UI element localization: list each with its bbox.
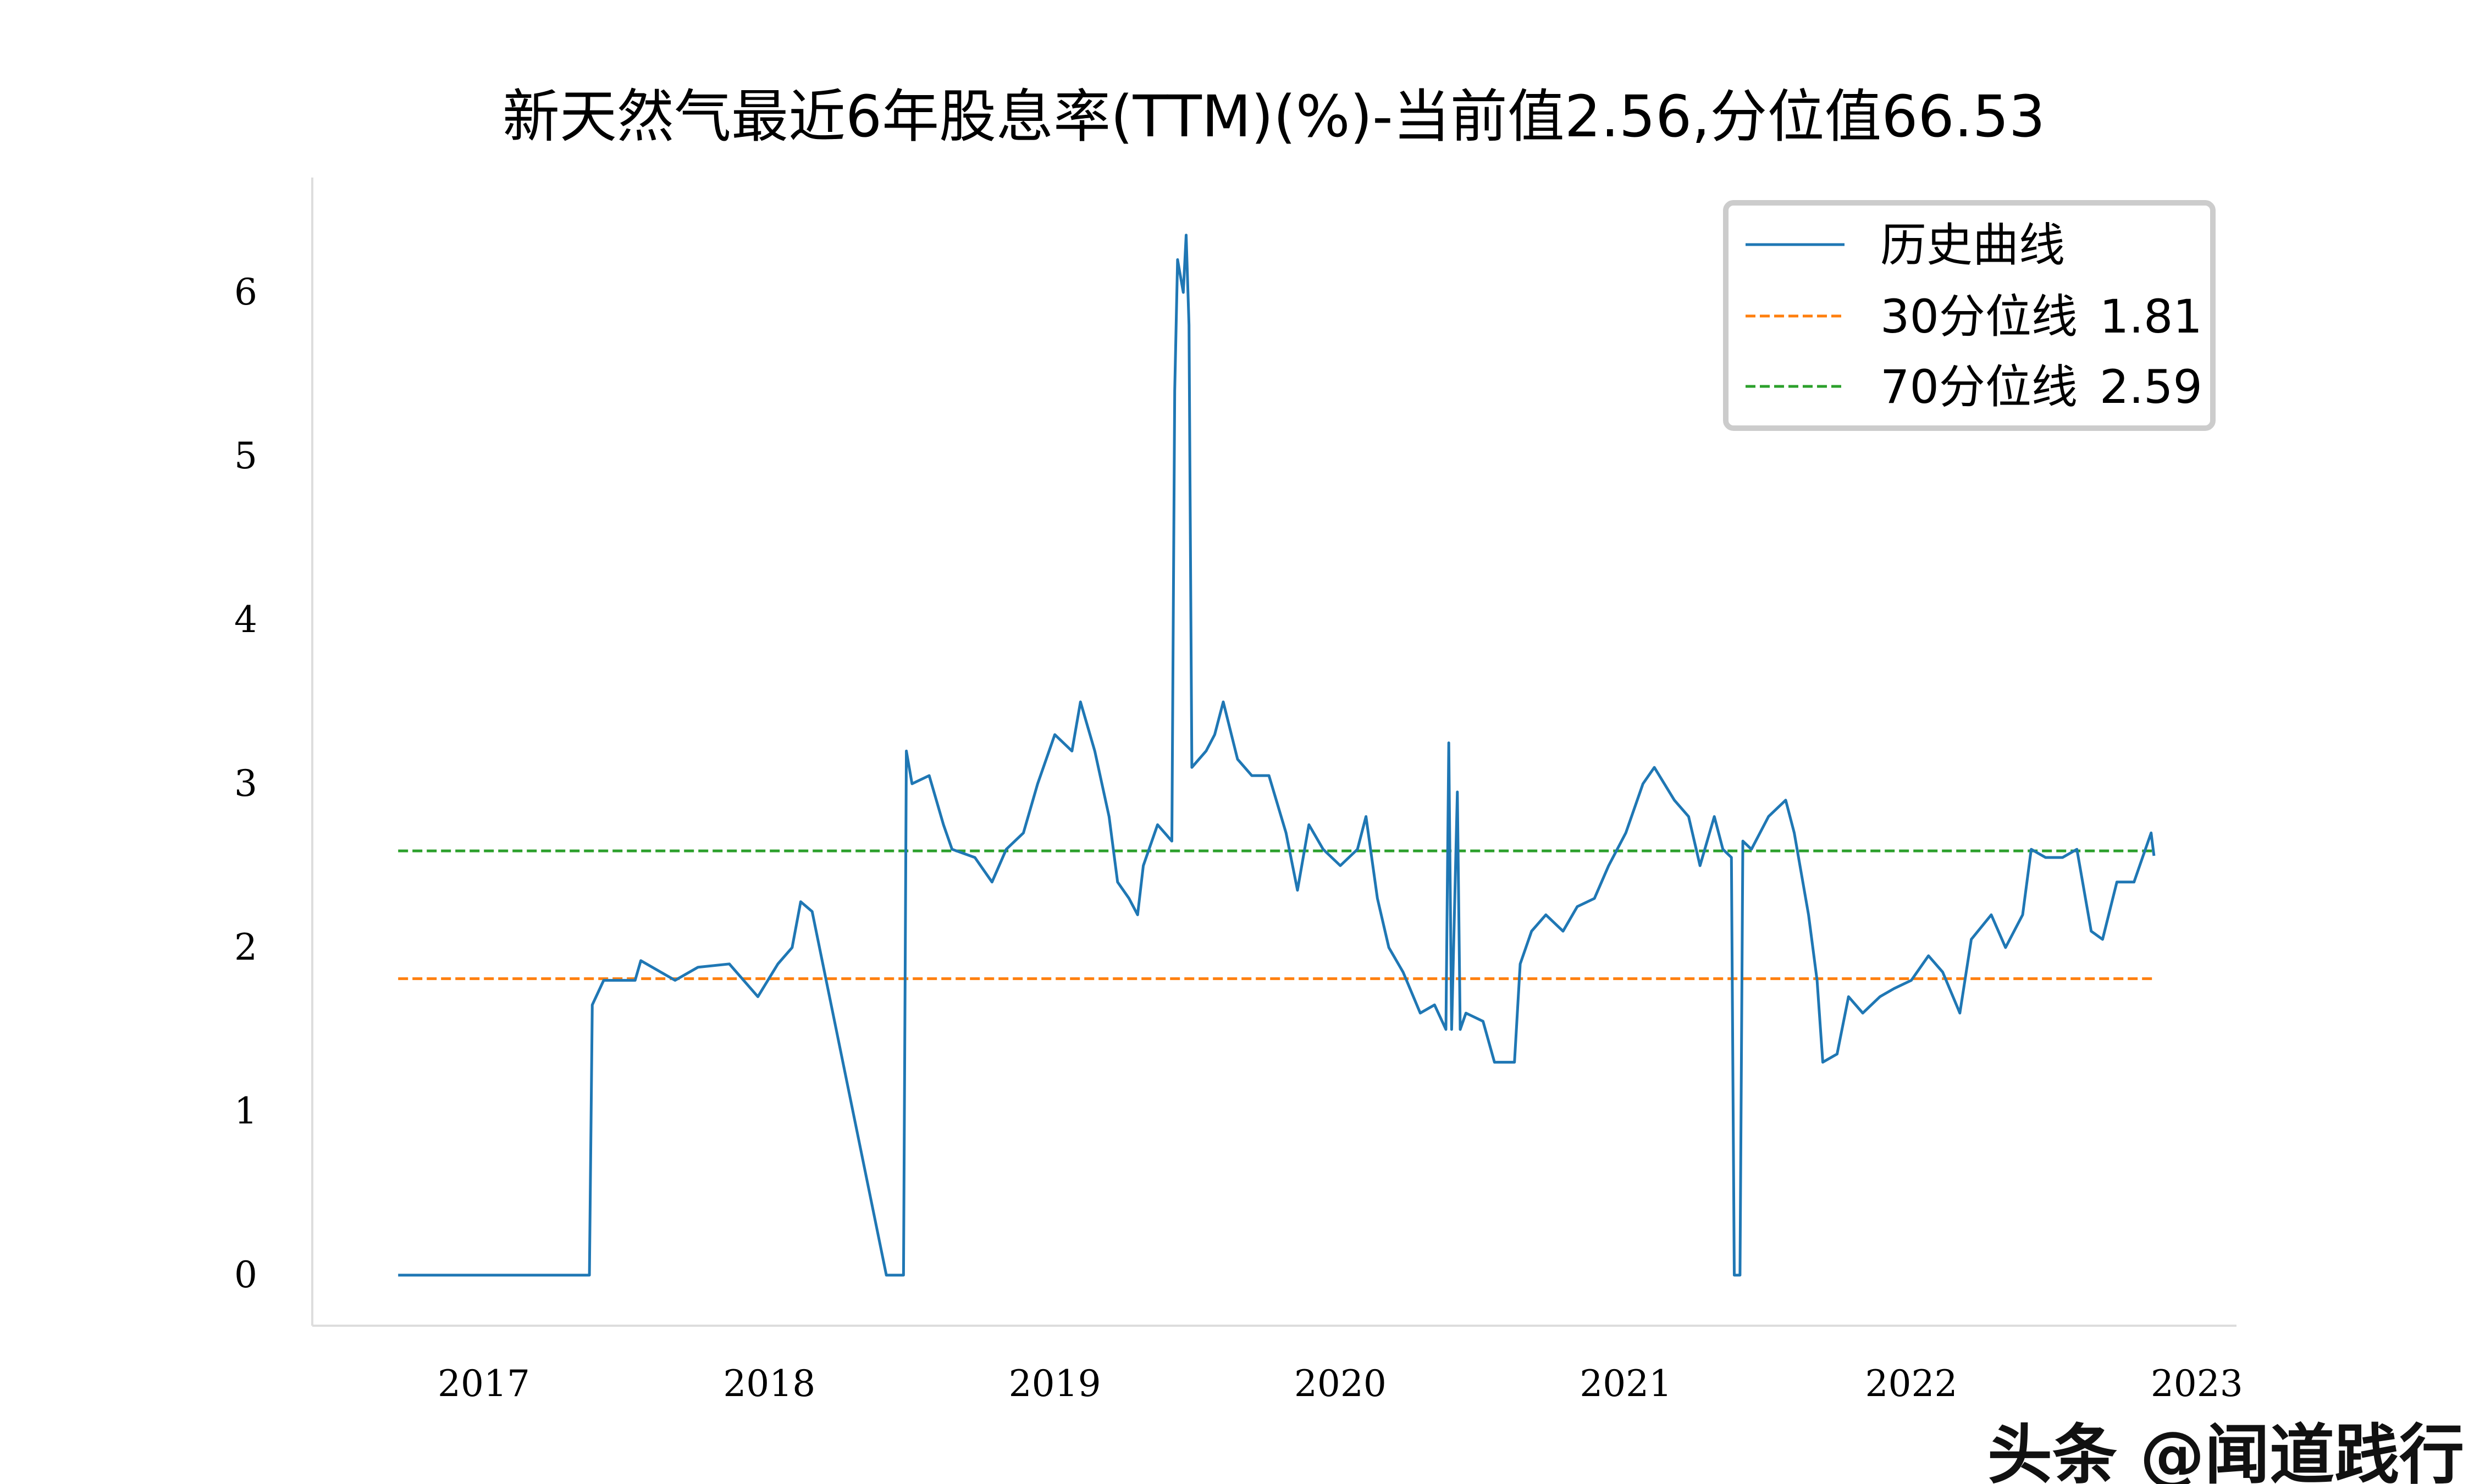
y-tick-label: 3 — [234, 762, 257, 805]
x-tick-label: 2018 — [723, 1363, 815, 1405]
watermark: 头条 @闻道践行 — [1987, 1417, 2464, 1484]
x-tick-label: 2017 — [438, 1363, 530, 1405]
legend: 历史曲线 30分位线 1.81 70分位线 2.59 — [1723, 200, 2216, 431]
history-line — [398, 234, 2156, 1277]
x-tick-label: 2019 — [1009, 1363, 1101, 1405]
legend-box — [1723, 200, 2216, 431]
legend-label-p30: 30分位线 1.81 — [1880, 290, 2202, 344]
y-tick-label: 5 — [234, 435, 257, 477]
y-tick-label: 1 — [234, 1090, 257, 1132]
y-tick-label: 4 — [234, 599, 257, 641]
legend-label-p70: 70分位线 2.59 — [1880, 360, 2202, 414]
y-tick-label: 0 — [234, 1254, 257, 1296]
x-tick-label: 2020 — [1294, 1363, 1387, 1405]
chart-title: 新天然气最近6年股息率(TTM)(%)-当前值2.56,分位值66.53 — [502, 83, 2045, 150]
x-tick-label: 2023 — [2151, 1363, 2243, 1405]
legend-label-history: 历史曲线 — [1880, 218, 2065, 272]
x-tick-label: 2022 — [1865, 1363, 1958, 1405]
x-tick-label: 2021 — [1580, 1363, 1672, 1405]
y-tick-label: 6 — [234, 271, 257, 313]
y-tick-label: 2 — [234, 926, 257, 968]
